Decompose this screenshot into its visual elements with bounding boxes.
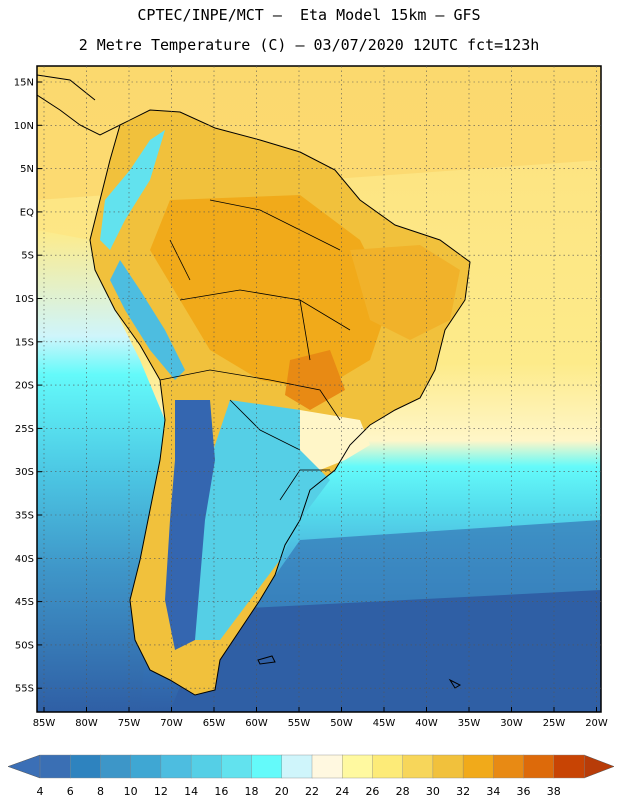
longitude-label: 20W — [585, 718, 608, 729]
map-title-line1: CPTEC/INPE/MCT – Eta Model 15km – GFS — [137, 6, 481, 24]
longitude-label: 60W — [245, 718, 268, 729]
longitude-label: 30W — [500, 718, 523, 729]
colorbar-tick-label: 38 — [547, 785, 561, 798]
colorbar-segment — [493, 754, 525, 779]
colorbar-tick-label: 36 — [517, 785, 531, 798]
longitude-label: 85W — [33, 718, 56, 729]
pantanal-hot-area — [285, 350, 345, 410]
southern-ocean-field — [170, 590, 601, 712]
colorbar-tick-label: 8 — [97, 785, 104, 798]
colorbar-tick-label: 14 — [184, 785, 198, 798]
andes-cold-area — [165, 400, 215, 650]
longitude-label: 55W — [288, 718, 311, 729]
colorbar-tick-label: 28 — [396, 785, 410, 798]
latitude-label: 30S — [15, 467, 34, 478]
colorbar-tick-label: 6 — [67, 785, 74, 798]
latitude-label: 40S — [15, 554, 34, 565]
longitude-label: 70W — [160, 718, 183, 729]
colorbar-segment — [221, 754, 253, 779]
colorbar-segment — [342, 754, 374, 779]
latitude-label: 10N — [14, 121, 34, 132]
latitude-label: 5N — [20, 164, 34, 175]
colorbar-tick-label: 24 — [335, 785, 349, 798]
latitude-label: 35S — [15, 511, 34, 522]
latitude-label: 15S — [15, 337, 34, 348]
longitude-label: 45W — [373, 718, 396, 729]
latitude-label: 45S — [15, 597, 34, 608]
political-borders — [159, 199, 351, 501]
northeast-hot-area — [350, 245, 460, 340]
map-frame — [36, 65, 602, 713]
colorbar-segment — [70, 754, 102, 779]
colorbar-tick-label: 16 — [214, 785, 228, 798]
latitude-label: 25S — [15, 424, 34, 435]
latitude-label: 5S — [21, 251, 34, 262]
longitude-label: 25W — [543, 718, 566, 729]
colorbar-segment — [372, 754, 404, 779]
colorbar-segment — [523, 754, 555, 779]
colorbar-tick-label: 26 — [365, 785, 379, 798]
colorbar-tick-label: 10 — [124, 785, 138, 798]
colorbar-segment — [130, 754, 162, 779]
colorbar-tick-label: 12 — [154, 785, 168, 798]
latitude-label: 55S — [15, 684, 34, 695]
latitude-label: 50S — [15, 640, 34, 651]
longitude-label: 40W — [415, 718, 438, 729]
northern-andes-cool-area — [100, 130, 165, 250]
colorbar-tick-label: 18 — [245, 785, 259, 798]
islands-outline — [257, 655, 462, 689]
colorbar-tick-label: 22 — [305, 785, 319, 798]
lat-lon-grid — [37, 66, 601, 712]
colorbar-segment — [100, 754, 132, 779]
latitude-label: 10S — [15, 294, 34, 305]
map-title-line2: 2 Metre Temperature (C) – 03/07/2020 12U… — [78, 36, 540, 54]
amazon-hot-area — [150, 195, 390, 390]
colorbar-tick-label: 30 — [426, 785, 440, 798]
temperature-field — [37, 66, 601, 712]
colorbar-left-cap — [7, 754, 41, 779]
latitude-label: EQ — [20, 207, 34, 218]
colorbar-segment — [462, 754, 494, 779]
longitude-labels: 85W 80W 75W 70W 65W 60W 55W 50W 45W 40W 35W 30W 25W 2… — [33, 718, 608, 729]
longitude-label: 75W — [118, 718, 141, 729]
colorbar-segment — [311, 754, 343, 779]
longitude-label: 50W — [330, 718, 353, 729]
colorbar-segment — [402, 754, 434, 779]
latitude-label: 15N — [14, 78, 34, 89]
colorbar-segment — [39, 754, 71, 779]
colorbar-segment — [190, 754, 222, 779]
colorbar-tick-label: 4 — [37, 785, 44, 798]
longitude-label: 65W — [203, 718, 226, 729]
colorbar-tick-label: 34 — [486, 785, 500, 798]
colorbar-tick-label: 20 — [275, 785, 289, 798]
latitude-labels: 15N 10N 5N EQ 5S 10S 15S 20S 25S 30S 35S 40S 45S 50S 5… — [14, 78, 34, 695]
latitude-label: 20S — [15, 381, 34, 392]
colorbar-segment — [553, 754, 585, 779]
argentina-cool-area — [190, 400, 330, 640]
colorbar-right-cap — [583, 754, 615, 779]
south-brazil-mild-area — [285, 410, 370, 470]
colorbar-segment — [160, 754, 192, 779]
colorbar-tick-label: 32 — [456, 785, 470, 798]
coastline — [89, 109, 471, 696]
central-andes-cool-area — [110, 260, 185, 380]
longitude-label: 35W — [458, 718, 481, 729]
colorbar-segment — [251, 754, 283, 779]
colorbar-segment — [281, 754, 313, 779]
colorbar: 4 6 8 10 12 14 16 18 20 22 24 26 28 30 32 34 36 38 — [7, 754, 615, 798]
longitude-label: 80W — [75, 718, 98, 729]
colorbar-segment — [432, 754, 464, 779]
